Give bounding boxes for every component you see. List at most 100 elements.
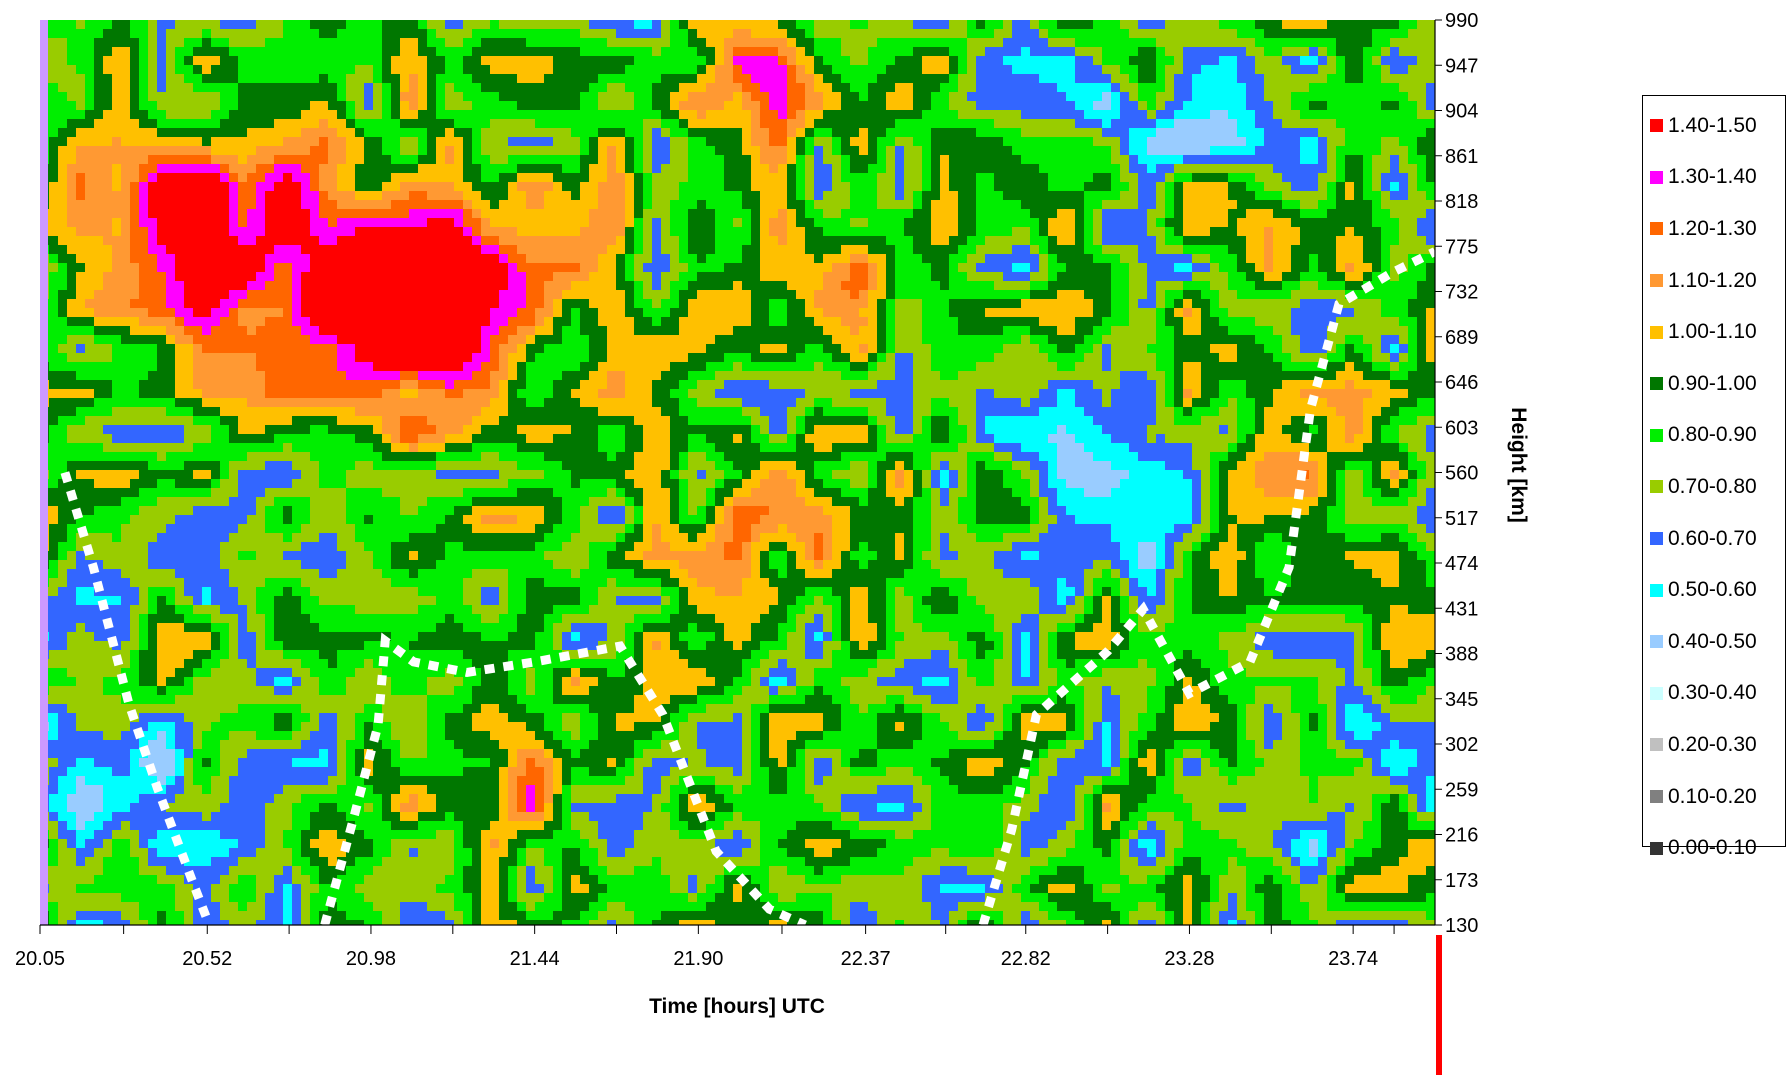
heatmap-cell (256, 38, 266, 48)
heatmap-cell (1282, 182, 1292, 192)
heatmap-cell (661, 137, 671, 147)
heatmap-cell (454, 227, 464, 237)
heatmap-cell (1255, 245, 1265, 255)
heatmap-cell (598, 20, 608, 30)
heatmap-cell (634, 209, 644, 219)
heatmap-cell (58, 47, 68, 57)
heatmap-cell (634, 65, 644, 75)
heatmap-cell (886, 47, 896, 57)
heatmap-cell (670, 209, 680, 219)
heatmap-cell (436, 83, 446, 93)
heatmap-cell (337, 164, 347, 174)
heatmap-cell (760, 218, 770, 228)
heatmap-cell (796, 164, 806, 174)
heatmap-cell (1129, 191, 1139, 201)
heatmap-cell (1345, 74, 1355, 84)
heatmap-cell (859, 191, 869, 201)
heatmap-cell (850, 272, 860, 282)
heatmap-cell (814, 173, 824, 183)
heatmap-cell (787, 20, 797, 30)
heatmap-cell (1390, 173, 1400, 183)
heatmap-cell (1408, 92, 1418, 102)
heatmap-cell (904, 74, 914, 84)
heatmap-cell (463, 20, 473, 30)
heatmap-cell (1084, 236, 1094, 246)
heatmap-cell (526, 20, 536, 30)
heatmap-cell (1228, 65, 1238, 75)
heatmap-cell (58, 290, 68, 300)
heatmap-cell (526, 299, 536, 309)
heatmap-cell (1318, 56, 1328, 66)
heatmap-cell (769, 119, 779, 129)
heatmap-cell (211, 101, 221, 111)
heatmap-cell (1291, 200, 1301, 210)
heatmap-cell (319, 119, 329, 129)
heatmap-cell (355, 92, 365, 102)
heatmap-cell (1327, 299, 1337, 309)
heatmap-cell (418, 191, 428, 201)
heatmap-cell (976, 254, 986, 264)
heatmap-cell (832, 263, 842, 273)
heatmap-cell (643, 200, 653, 210)
heatmap-cell (1066, 38, 1076, 48)
heatmap-cell (373, 281, 383, 291)
heatmap-cell (697, 236, 707, 246)
heatmap-cell (364, 119, 374, 129)
heatmap-cell (769, 173, 779, 183)
heatmap-cell (247, 74, 257, 84)
heatmap-cell (1066, 47, 1076, 57)
heatmap-cell (958, 101, 968, 111)
heatmap-cell (697, 119, 707, 129)
heatmap-cell (1102, 263, 1112, 273)
heatmap-cell (1192, 119, 1202, 129)
heatmap-cell (1210, 218, 1220, 228)
heatmap-cell (319, 254, 329, 264)
heatmap-cell (76, 173, 86, 183)
heatmap-cell (1426, 101, 1435, 111)
heatmap-cell (427, 29, 437, 39)
heatmap-cell (1408, 74, 1418, 84)
heatmap-cell (1318, 164, 1328, 174)
heatmap-cell (1075, 146, 1085, 156)
heatmap-cell (832, 173, 842, 183)
heatmap-cell (1408, 38, 1418, 48)
heatmap-cell (1039, 137, 1049, 147)
heatmap-cell (688, 47, 698, 57)
heatmap-cell (733, 38, 743, 48)
heatmap-cell (553, 200, 563, 210)
heatmap-cell (1174, 20, 1184, 30)
heatmap-cell (643, 254, 653, 264)
heatmap-cell (1210, 281, 1220, 291)
heatmap-cell (1210, 74, 1220, 84)
heatmap-cell (1048, 83, 1058, 93)
heatmap-cell (1138, 236, 1148, 246)
heatmap-cell (301, 47, 311, 57)
heatmap-cell (490, 47, 500, 57)
heatmap-cell (841, 155, 851, 165)
heatmap-cell (697, 173, 707, 183)
heatmap-cell (112, 272, 122, 282)
heatmap-cell (139, 56, 149, 66)
heatmap-cell (1309, 65, 1319, 75)
heatmap-cell (985, 218, 995, 228)
heatmap-cell (805, 236, 815, 246)
heatmap-cell (319, 272, 329, 282)
heatmap-cell (1084, 299, 1094, 309)
heatmap-cell (580, 74, 590, 84)
heatmap-cell (1228, 92, 1238, 102)
heatmap-cell (796, 137, 806, 147)
heatmap-cell (1282, 101, 1292, 111)
heatmap-cell (1048, 47, 1058, 57)
heatmap-cell (238, 128, 248, 138)
heatmap-cell (778, 227, 788, 237)
heatmap-cell (1183, 83, 1193, 93)
heatmap-cell (472, 281, 482, 291)
heatmap-cell (1120, 83, 1130, 93)
heatmap-cell (715, 146, 725, 156)
heatmap-cell (544, 83, 554, 93)
heatmap-cell (184, 191, 194, 201)
heatmap-cell (85, 164, 95, 174)
heatmap-cell (868, 227, 878, 237)
heatmap-cell (247, 164, 257, 174)
heatmap-cell (832, 218, 842, 228)
